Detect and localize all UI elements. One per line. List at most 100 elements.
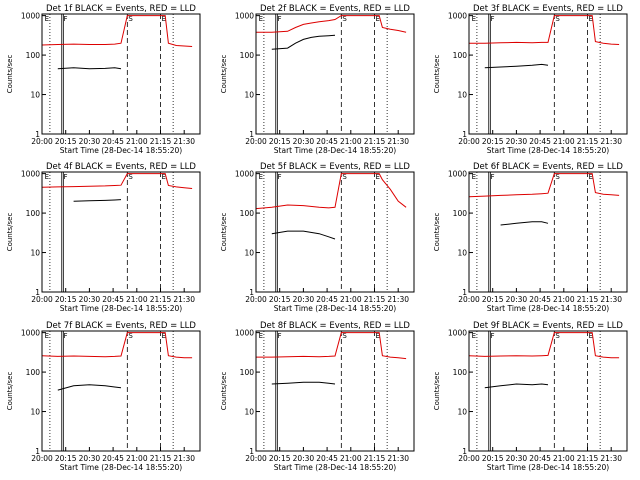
events-series-line bbox=[73, 199, 122, 202]
events-series-line bbox=[271, 230, 336, 240]
plot-frame bbox=[468, 171, 628, 293]
y-tick-label: 1 bbox=[249, 130, 254, 139]
x-tick-label: 20:00 bbox=[31, 137, 53, 146]
y-axis-label: Counts/sec bbox=[220, 213, 228, 252]
x-tick-label: 20:45 bbox=[102, 295, 124, 304]
plot-frame bbox=[255, 13, 415, 135]
marker-label: E bbox=[45, 173, 49, 181]
y-tick-label: 1 bbox=[249, 447, 254, 456]
marker-label: F bbox=[64, 15, 68, 23]
y-tick-label: 10 bbox=[244, 249, 254, 258]
marker-label: E bbox=[589, 332, 593, 340]
x-tick-label: 21:15 bbox=[364, 454, 386, 463]
y-tick-label: 10 bbox=[30, 408, 40, 417]
x-axis-label: Start Time (28-Dec-14 18:55:20) bbox=[60, 463, 182, 472]
events-series-line bbox=[484, 383, 549, 389]
x-axis-label: Start Time (28-Dec-14 18:55:20) bbox=[60, 304, 182, 313]
chart-title: Det 4f BLACK = Events, RED = LLD bbox=[46, 162, 196, 172]
marker-label: E bbox=[589, 173, 593, 181]
lld-series-line bbox=[256, 15, 407, 33]
y-tick-label: 10 bbox=[244, 408, 254, 417]
marker-label: F bbox=[278, 173, 282, 181]
x-tick-label: 21:15 bbox=[364, 295, 386, 304]
y-tick-label: 10 bbox=[30, 249, 40, 258]
x-axis-label: Start Time (28-Dec-14 18:55:20) bbox=[274, 304, 396, 313]
marker-label: E bbox=[259, 15, 263, 23]
y-tick-label: 10 bbox=[244, 91, 254, 100]
marker-label: E bbox=[376, 332, 380, 340]
marker-label: E bbox=[259, 173, 263, 181]
lld-series-line bbox=[468, 332, 620, 359]
plot-frame bbox=[468, 13, 628, 135]
x-tick-label: 20:15 bbox=[482, 454, 504, 463]
marker-label: E bbox=[376, 15, 380, 23]
x-axis-label: Start Time (28-Dec-14 18:55:20) bbox=[60, 146, 182, 155]
y-axis-label: Counts/sec bbox=[6, 372, 14, 411]
x-tick-label: 21:00 bbox=[553, 137, 575, 146]
x-tick-label: 20:45 bbox=[529, 454, 551, 463]
x-tick-label: 21:15 bbox=[150, 137, 172, 146]
x-tick-label: 21:15 bbox=[364, 137, 386, 146]
marker-label: E bbox=[45, 332, 49, 340]
x-tick-label: 20:45 bbox=[316, 454, 338, 463]
y-tick-label: 100 bbox=[453, 368, 468, 377]
x-tick-label: 20:30 bbox=[506, 295, 528, 304]
marker-label: S bbox=[128, 15, 133, 23]
chart-title: Det 9f BLACK = Events, RED = LLD bbox=[473, 321, 623, 331]
x-tick-label: 21:30 bbox=[387, 454, 409, 463]
x-tick-label: 20:15 bbox=[55, 295, 77, 304]
y-tick-label: 1000 bbox=[448, 329, 467, 338]
events-series-line bbox=[271, 34, 336, 50]
x-tick-label: 21:00 bbox=[340, 137, 362, 146]
y-axis-label: Counts/sec bbox=[6, 213, 14, 252]
x-axis-label: Start Time (28-Dec-14 18:55:20) bbox=[274, 146, 396, 155]
x-tick-label: 20:30 bbox=[79, 295, 101, 304]
x-tick-label: 20:00 bbox=[245, 295, 267, 304]
y-tick-label: 1000 bbox=[235, 170, 254, 179]
x-tick-label: 20:45 bbox=[529, 137, 551, 146]
y-tick-label: 100 bbox=[26, 51, 41, 60]
x-tick-label: 21:30 bbox=[173, 295, 195, 304]
y-axis-label: Counts/sec bbox=[433, 213, 441, 252]
x-tick-label: 20:00 bbox=[245, 137, 267, 146]
x-tick-label: 20:00 bbox=[245, 454, 267, 463]
y-axis-label: Counts/sec bbox=[220, 372, 228, 411]
x-tick-label: 20:45 bbox=[316, 295, 338, 304]
x-tick-label: 20:30 bbox=[506, 137, 528, 146]
chart-title: Det 7f BLACK = Events, RED = LLD bbox=[46, 321, 196, 331]
x-tick-label: 20:45 bbox=[316, 137, 338, 146]
x-tick-label: 20:30 bbox=[79, 454, 101, 463]
x-axis-label: Start Time (28-Dec-14 18:55:20) bbox=[274, 463, 396, 472]
x-tick-label: 21:30 bbox=[600, 454, 622, 463]
marker-label: E bbox=[472, 332, 476, 340]
chart-title: Det 6f BLACK = Events, RED = LLD bbox=[473, 162, 623, 172]
plot-frame bbox=[41, 330, 201, 452]
marker-label: S bbox=[555, 173, 560, 181]
events-series-line bbox=[57, 384, 122, 391]
x-tick-label: 20:30 bbox=[506, 454, 528, 463]
y-tick-label: 1 bbox=[462, 447, 467, 456]
lld-series-line bbox=[256, 332, 407, 360]
marker-label: F bbox=[64, 173, 68, 181]
x-tick-label: 20:00 bbox=[31, 454, 53, 463]
marker-label: F bbox=[491, 332, 495, 340]
plot-frame bbox=[41, 13, 201, 135]
marker-label: S bbox=[555, 332, 560, 340]
x-tick-label: 21:00 bbox=[340, 454, 362, 463]
x-tick-label: 20:45 bbox=[529, 295, 551, 304]
y-tick-label: 1000 bbox=[448, 170, 467, 179]
marker-label: E bbox=[162, 15, 166, 23]
chart-title: Det 8f BLACK = Events, RED = LLD bbox=[260, 321, 410, 331]
marker-label: S bbox=[342, 15, 347, 23]
marker-label: E bbox=[162, 173, 166, 181]
x-axis-label: Start Time (28-Dec-14 18:55:20) bbox=[487, 463, 609, 472]
x-tick-label: 20:15 bbox=[269, 454, 291, 463]
y-tick-label: 1 bbox=[35, 447, 40, 456]
marker-label: F bbox=[491, 15, 495, 23]
plot-frame bbox=[468, 330, 628, 452]
